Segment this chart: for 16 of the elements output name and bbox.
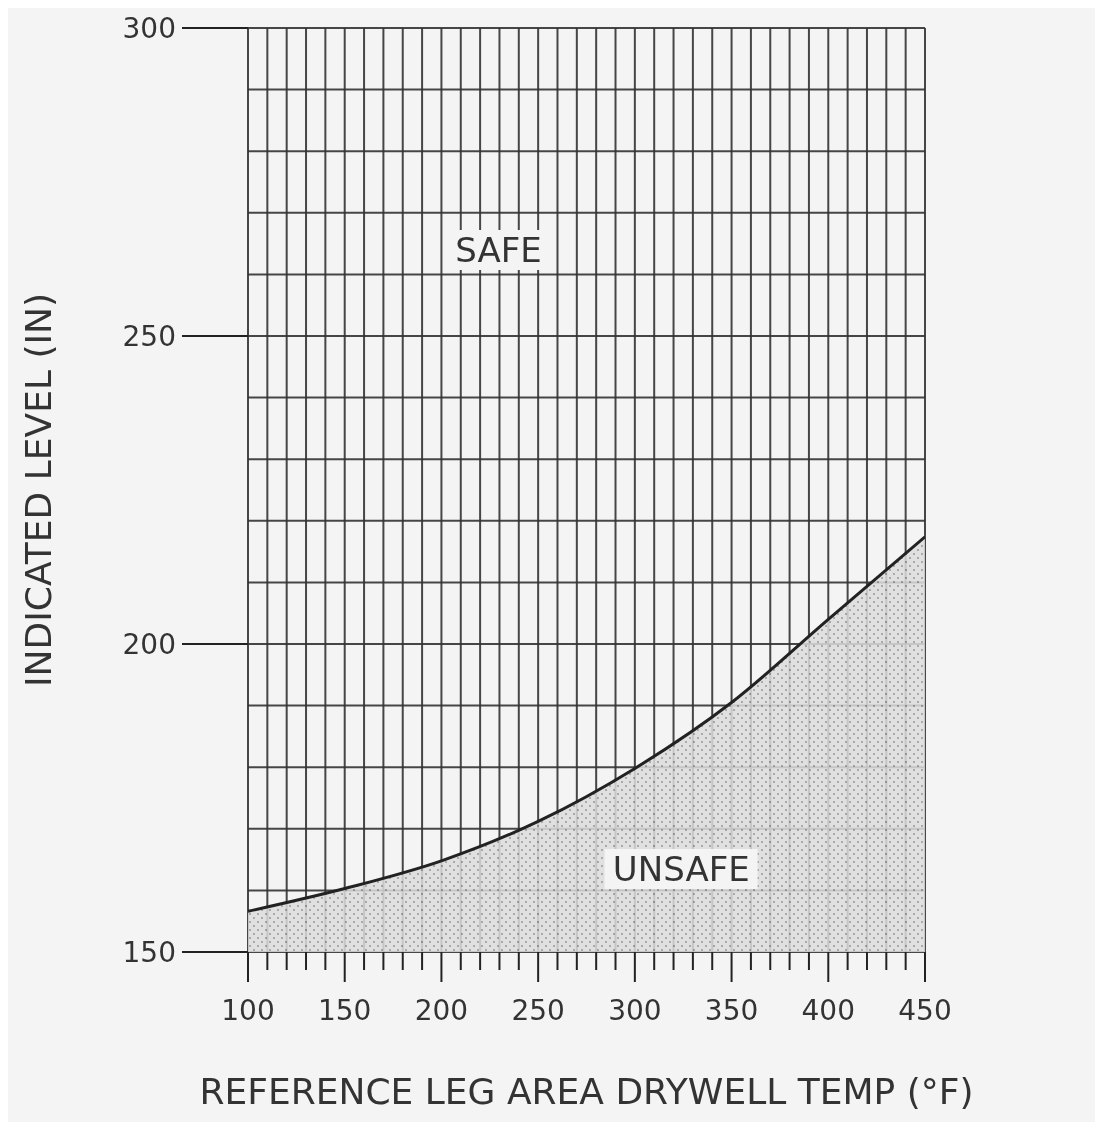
y-tick-label: 150: [122, 936, 176, 969]
x-tick-label: 350: [704, 994, 759, 1027]
annotation: SAFE: [447, 229, 550, 270]
annotation: UNSAFE: [604, 848, 758, 889]
x-tick-label: 200: [414, 994, 469, 1027]
x-tick-label: 300: [608, 994, 662, 1027]
x-tick-label: 100: [221, 994, 275, 1027]
y-axis-title: INDICATED LEVEL (IN): [17, 292, 59, 688]
y-tick-label: 300: [122, 12, 176, 45]
x-axis-title: REFERENCE LEG AREA DRYWELL TEMP (°F): [199, 1071, 974, 1112]
y-tick-label: 250: [122, 320, 176, 353]
x-tick-label: 150: [317, 994, 372, 1027]
x-tick-label: 450: [898, 994, 952, 1027]
y-tick-label: 200: [122, 628, 176, 661]
x-tick-label: 250: [511, 994, 565, 1027]
x-tick-label: 400: [801, 994, 856, 1027]
